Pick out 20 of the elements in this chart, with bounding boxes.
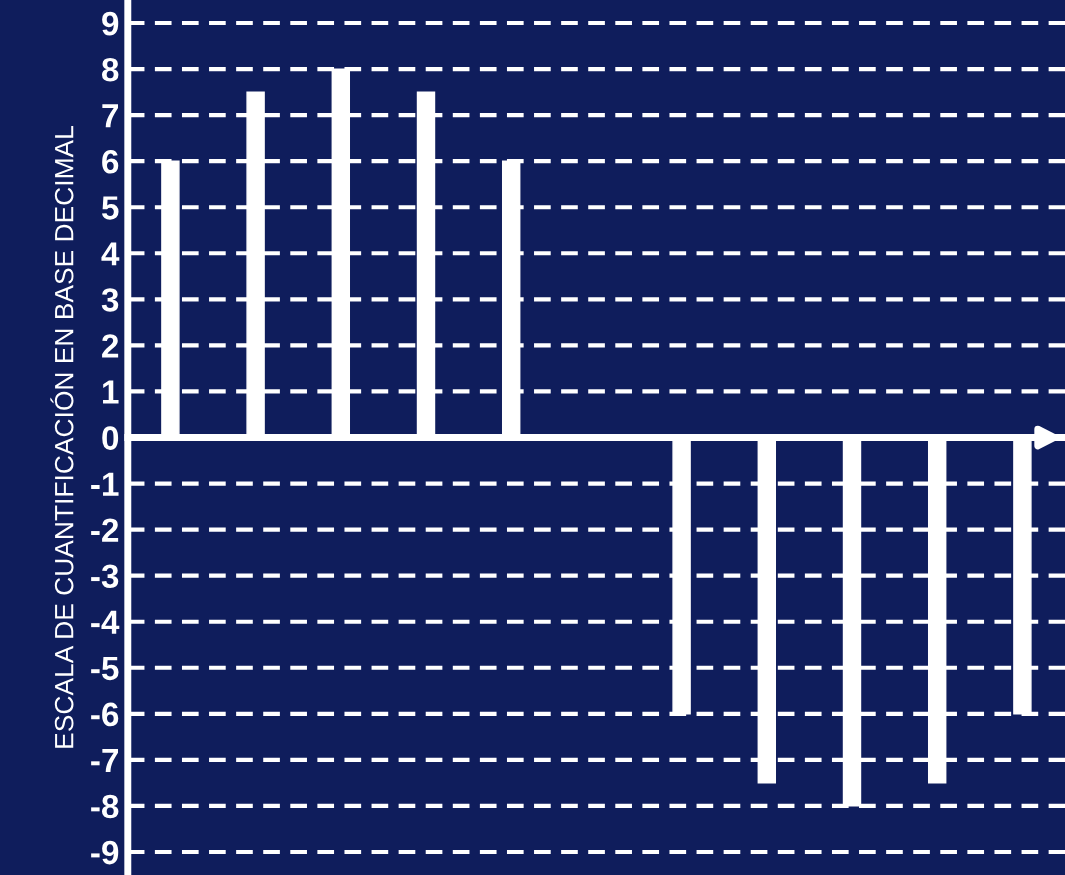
y-tick-label: 8 (101, 57, 119, 82)
y-tick-label: -6 (91, 702, 119, 727)
y-tick-label: 6 (102, 149, 119, 174)
y-tick-label: 1 (103, 380, 119, 404)
y-tick-label: -4 (91, 610, 120, 634)
y-tick-label: 2 (102, 334, 119, 358)
y-tick-label: -2 (91, 518, 119, 542)
y-tick-label: 0 (102, 426, 119, 450)
y-tick-label: -1 (91, 472, 119, 496)
y-tick-label: 3 (101, 288, 119, 312)
y-tick-label: 4 (101, 242, 120, 266)
y-tick-label: -7 (91, 749, 118, 772)
y-tick-label: 7 (102, 104, 118, 128)
y-tick-label: -5 (91, 656, 119, 681)
y-axis-title: ESCALA DE CUANTIFICACIÓN EN BASE DECIMAL (50, 126, 74, 748)
y-tick-label: 9 (102, 11, 119, 36)
y-tick-label: -3 (91, 564, 119, 589)
y-tick-label: 5 (101, 196, 119, 220)
y-tick-label: -9 (91, 840, 119, 865)
y-tick-label: -8 (91, 794, 119, 819)
